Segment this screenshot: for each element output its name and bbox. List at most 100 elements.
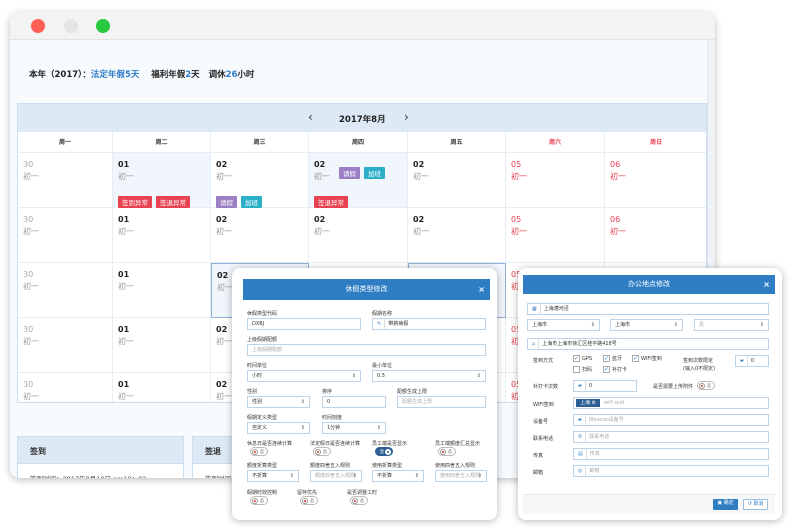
calendar-day-cell[interactable]: 02 初一 请假 加班 [211,153,309,208]
lunar-date: 初一 [23,282,39,291]
close-icon[interactable]: × [763,280,770,289]
checkbox-1[interactable]: ✓ 蓝牙 [603,355,622,362]
switch-toggle[interactable]: 否 [300,496,318,505]
province-value: 上海市 [532,322,548,328]
calendar-day-cell[interactable]: 05 初一 [506,153,605,208]
switch-toggle[interactable]: 否 [438,447,456,456]
type-code-input[interactable]: DXBJ [247,318,361,330]
device-input[interactable]: ▰ iBeacon设备号 [573,414,769,426]
definition-type-select[interactable]: 自定义 ⇕ [247,422,310,434]
parent-quota-input[interactable]: 上级假期配额 [247,344,486,356]
switch-toggle[interactable]: 否 [250,447,268,456]
event-tag[interactable]: 加班 [241,196,262,208]
calendar-day-cell[interactable]: 02 初一 [211,208,309,263]
checkbox-checked-icon: ✓ [573,355,580,362]
select-arrows-icon: ⇕ [476,373,481,379]
switch-toggle[interactable]: 否 [313,447,331,456]
select-arrows-icon: ⇕ [414,473,419,479]
calendar-day-cell[interactable]: 30 初一 [18,208,113,263]
convert-label: 使用折算类型 [372,463,403,469]
province-select[interactable]: 上海市 ⇕ [527,319,600,331]
close-window-button[interactable] [31,19,45,33]
time-unit-value: 小时 [252,373,263,379]
switch-toggle[interactable]: 否 [350,496,368,505]
gender-select[interactable]: 性别 ⇕ [247,396,310,408]
chevron-left-icon[interactable]: ‹ [308,110,313,124]
day-number: 30 [23,380,34,389]
calendar-day-cell[interactable]: 02 初一 [408,153,506,208]
min-unit-select[interactable]: 0.5 ⇕ [372,370,486,382]
calendar-day-cell[interactable]: 06 初一 [605,153,706,208]
checkbox-2[interactable]: ✓ WIFI签到 [632,355,662,362]
time-scale-value: 1分钟 [327,425,341,431]
wifi-tag[interactable]: 上海 ⚙ [576,399,601,407]
convert-select[interactable]: 不折算 ⇕ [372,470,424,482]
calendar-day-cell[interactable]: 30 初一 [18,318,113,373]
time-scale-select[interactable]: 1分钟 ⇕ [322,422,386,434]
minimize-window-button[interactable] [64,19,78,33]
calendar-day-cell[interactable]: 30 初一 [18,263,113,318]
calendar-day-cell[interactable]: 30 初一 [18,153,113,208]
convert-select[interactable]: 不折算 ⇕ [247,470,299,482]
convert-select[interactable]: 额度四舍五入规则 ⇕ [310,470,362,482]
address-input[interactable]: ⌂ 上海市上海市徐汇区桂平路418号 [527,338,769,350]
fax-placeholder: 传真 [589,451,600,457]
checkbox-4[interactable]: ✓ 补打卡 [603,366,627,373]
gear-icon[interactable]: ⚙ [591,400,597,406]
quota-limit-input[interactable]: 配额生成上限 [397,396,486,408]
city-select[interactable]: 上海市 ⇕ [610,319,683,331]
calendar-day-cell[interactable]: 05 初一 [506,208,605,263]
email-input[interactable]: ◎ 邮箱 [573,465,769,477]
time-unit-select[interactable]: 小时 ⇕ [247,370,361,382]
makeup-count-input[interactable]: ▰ 0 [573,380,637,392]
checkbox-0[interactable]: ✓ GPS [573,355,592,362]
attachment-toggle[interactable]: 否 [697,381,715,390]
day-number: 02 [216,325,228,334]
county-select[interactable]: 县 ⇕ [694,319,769,331]
calendar-day-cell[interactable]: 06 初一 [605,208,706,263]
phone-input[interactable]: ✆ 联系电话 [573,431,769,443]
attachment-label: 是否需要上传附件 [653,384,694,390]
event-tag[interactable]: 签退异常 [156,196,190,208]
calendar-day-cell[interactable]: 02 初一 请假 加班 签退异常 [309,153,408,208]
checkbox-3[interactable]: 扫码 [573,366,592,373]
gender-value: 性别 [252,399,263,405]
toggle-knob [352,498,358,504]
leave-modal-title: 休假类型修改 [345,285,388,293]
order-input[interactable]: 0 [322,396,386,408]
fax-input[interactable]: ▤ 传真 [573,448,769,460]
event-tag[interactable]: 签到异常 [118,196,152,208]
calendar-day-cell[interactable]: 01 初一 [113,263,211,318]
switch-toggle[interactable]: 是 [375,447,393,456]
wifi-ssid-input[interactable]: 上海 ⚙ wifi ssid [573,397,769,409]
checkin-limit-input[interactable]: ▰ 0 [735,355,769,367]
calendar-day-cell[interactable]: 01 初一 [113,318,211,373]
calendar-day-cell[interactable]: 02 初一 [309,208,408,263]
close-icon[interactable]: × [478,285,485,294]
checkbox-checked-icon: ✓ [632,355,639,362]
day-number: 05 [511,380,522,389]
checkin-limit-hint: (输入0不限定) [683,366,716,372]
leave-name-input[interactable]: ✎ 带薪病假 [372,318,486,330]
event-tag[interactable]: 请假 [339,167,360,179]
confirm-button[interactable]: ▣ 确定 [713,499,738,510]
day-number: 02 [217,271,229,280]
calendar-day-cell[interactable]: 02 初一 [408,208,506,263]
event-tag[interactable]: 请假 [216,196,237,208]
scrollbar[interactable] [707,40,715,478]
calendar-day-cell[interactable]: 30 初一 [18,373,113,402]
calendar-day-cell[interactable]: 01 初一 [113,208,211,263]
convert-select[interactable]: 使用四舍五入规则 ⇕ [435,470,487,482]
maximize-window-button[interactable] [96,19,110,33]
cancel-button[interactable]: ↺ 取消 [743,499,768,510]
chevron-right-icon[interactable]: › [404,110,409,124]
signin-panel: 签到 签到时间：2017年8月10日 am10：02 [17,436,184,478]
checkin-limit-label: 签到次数限定 [683,358,714,364]
calendar-day-cell[interactable]: 01 初一 [113,373,211,402]
event-tag[interactable]: 加班 [364,167,385,179]
calendar-day-cell[interactable]: 01 初一 签到异常 签退异常 [113,153,211,208]
office-name-input[interactable]: ▦ 上海漕河泾 [527,303,769,315]
event-tags: 签退异常 [314,190,352,209]
switch-toggle[interactable]: 否 [250,496,268,505]
event-tag[interactable]: 签退异常 [314,196,348,208]
